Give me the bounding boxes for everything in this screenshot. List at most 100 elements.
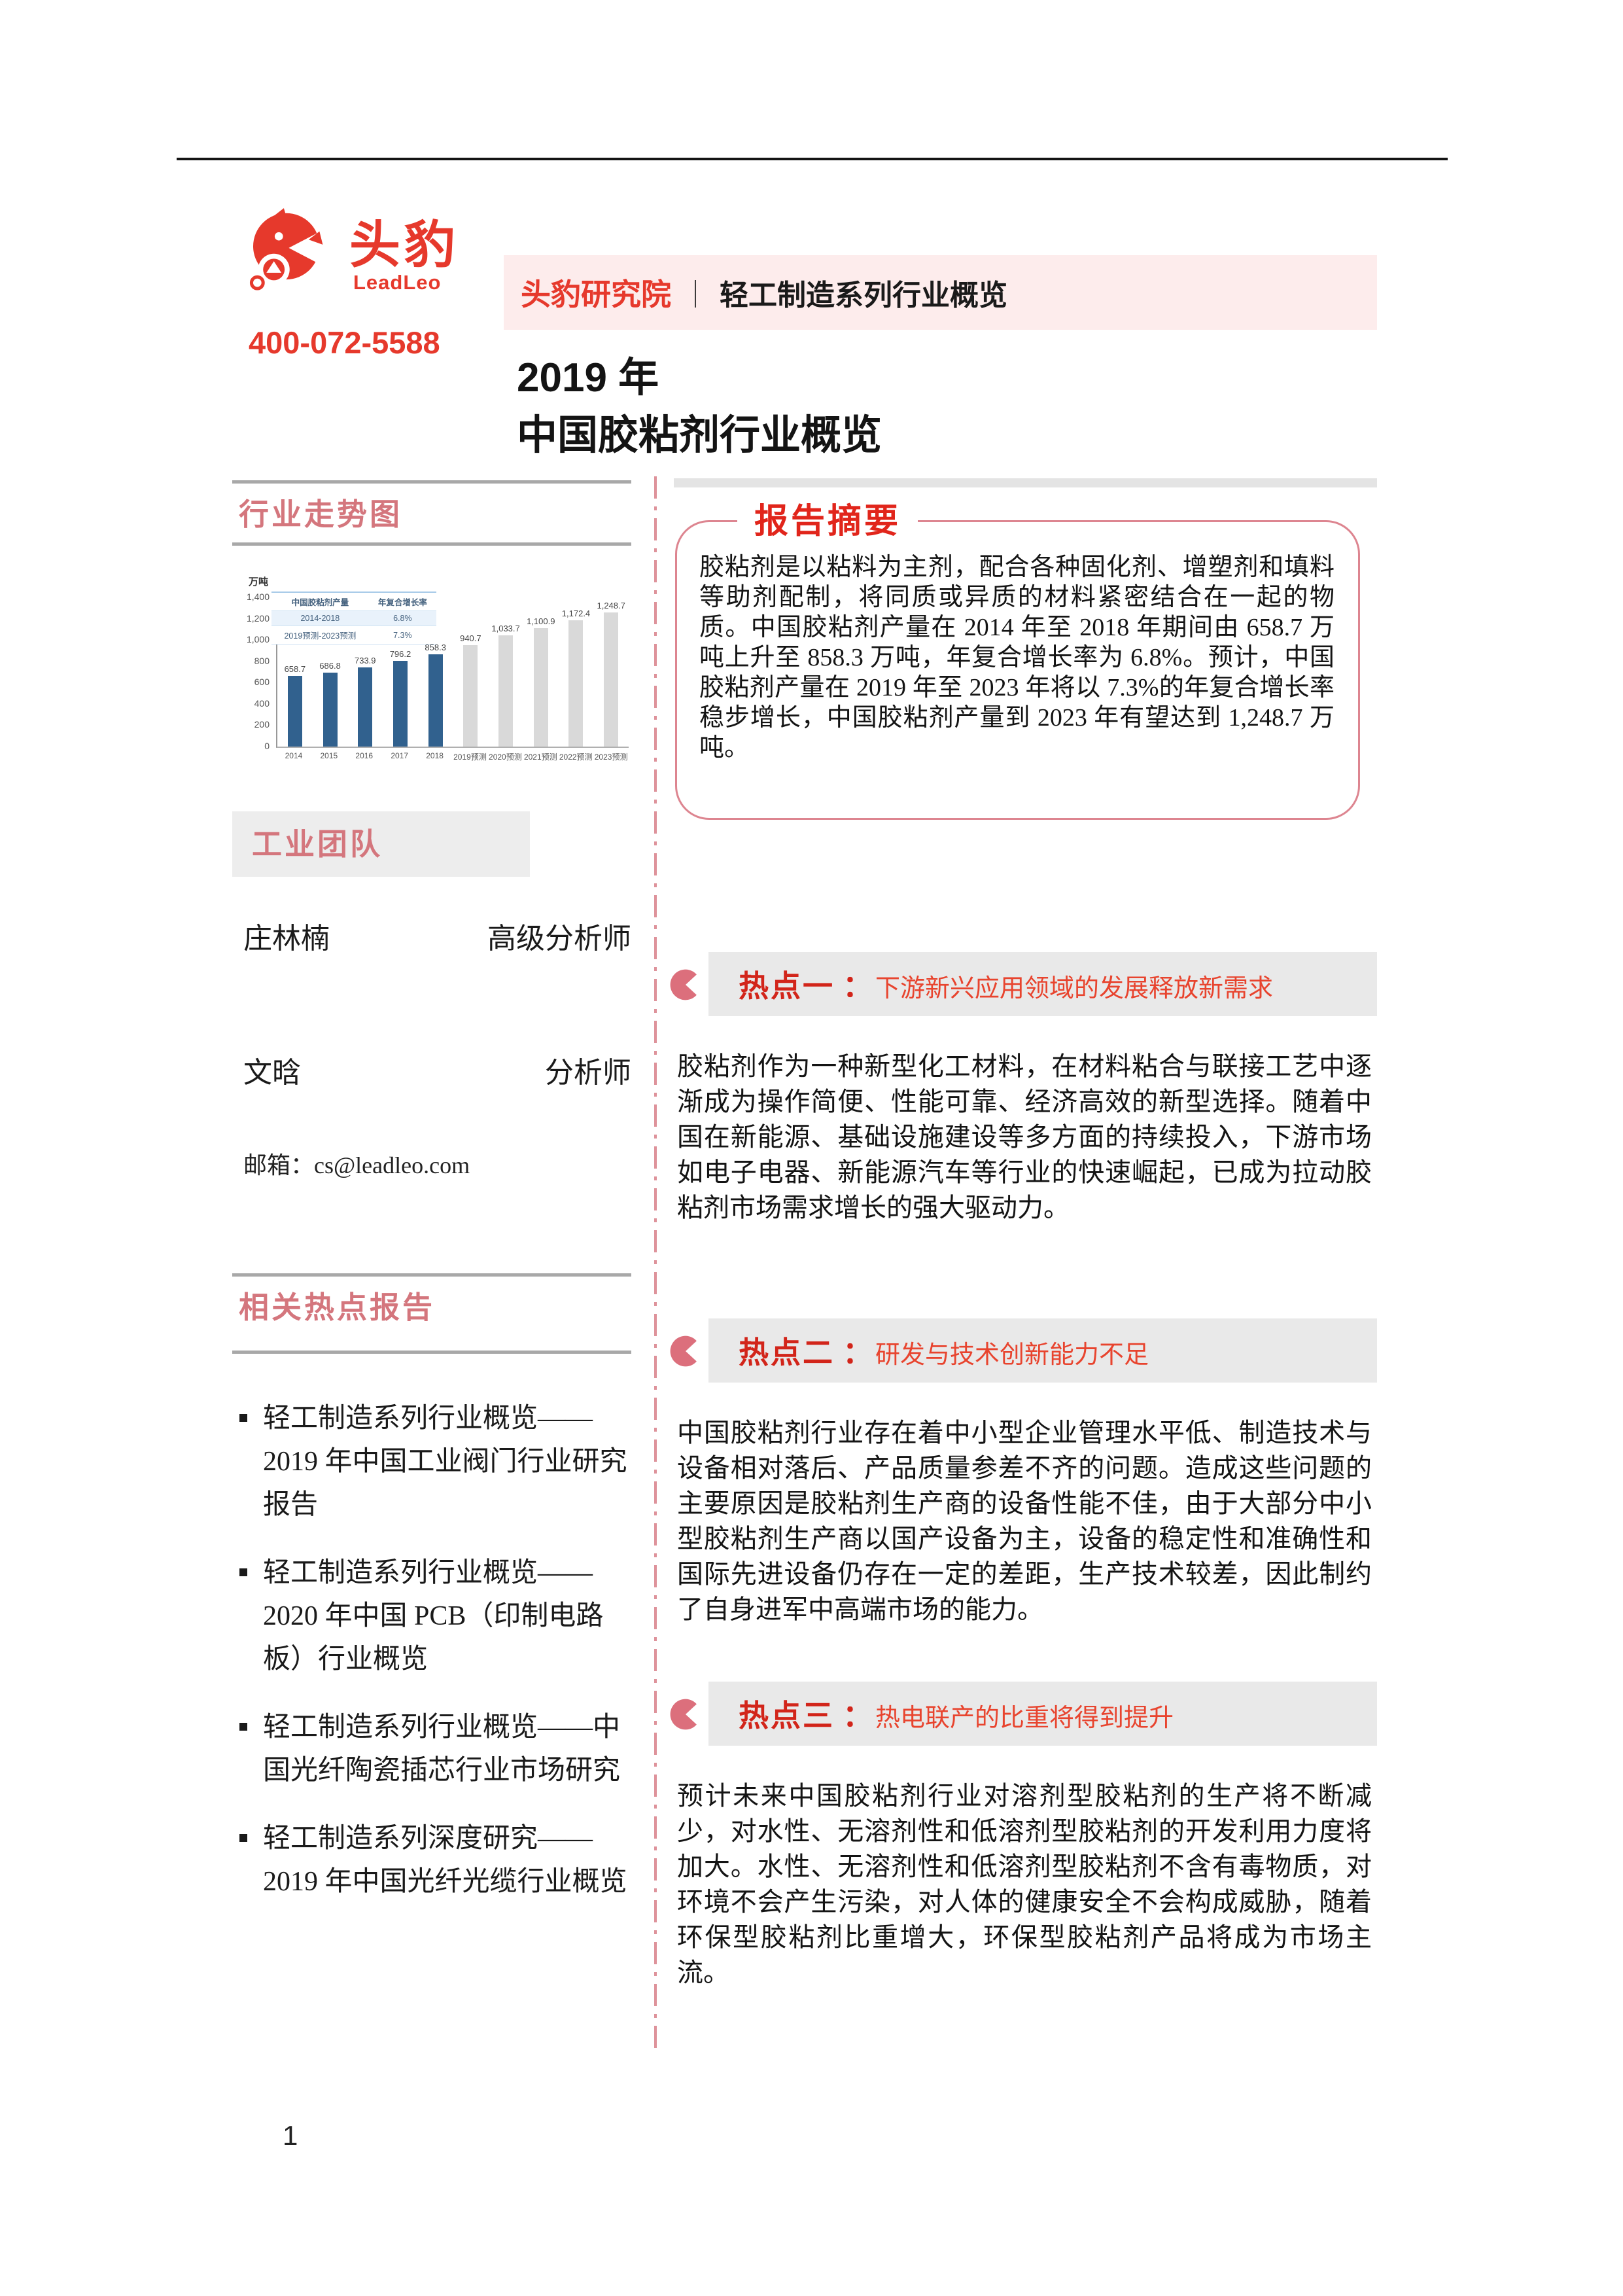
x-axis-tick-label: 2017 [391,751,409,760]
bar-2017 [393,661,408,747]
sidebar-rule [232,480,631,484]
hotspot-header-bar: 热点一 ： 下游新兴应用领域的发展释放新需求 [708,952,1377,1016]
bullet-icon [234,1817,263,1903]
trend-section-title: 行业走势图 [239,497,402,531]
email-label: 邮箱： [243,1152,315,1178]
y-axis-tick-label: 0 [264,740,270,751]
y-axis-tick-label: 1,200 [246,612,270,624]
hotspot-title: 研发与技术创新能力不足 [875,1341,1149,1369]
analyst-role: 分析师 [545,1057,631,1089]
abstract-title: 报告摘要 [737,499,918,544]
hotspot-colon: ： [843,1335,873,1369]
bar-2018 [428,654,443,747]
crescent-icon [670,969,697,1000]
hotspot-label: 热点一 [739,969,835,1003]
hotspot-section-2: 热点二 ： 研发与技术创新能力不足 中国胶粘剂行业存在着中小型企业管理水平低、制… [669,1318,1377,1627]
bar-2019预测 [463,645,478,747]
report-title-year: 2019 年 [517,355,659,400]
list-item: 轻工制造系列行业概览——2020 年中国 PCB（印制电路板）行业概览 [234,1551,631,1681]
analyst-role: 高级分析师 [487,923,631,955]
reports-section-title: 相关热点报告 [239,1290,435,1324]
y-axis-tick-label: 400 [254,698,270,709]
chart-cagr-table: 中国胶粘剂产量 年复合增长率 2014-2018 6.8% 2019预测-2023预… [271,592,436,645]
bar-2020预测 [498,635,514,747]
report-title-main: 中国胶粘剂行业概览 [517,413,882,458]
chart-unit-label: 万吨 [249,576,269,588]
bar-2014 [287,676,302,747]
cagr-table-header: 中国胶粘剂产量 [271,592,369,611]
y-axis-tick-label: 800 [254,655,270,666]
list-item: 轻工制造系列行业概览——2019 年中国工业阀门行业研究报告 [234,1397,631,1527]
right-column-top-rule [674,478,1377,487]
sidebar-rule [232,1351,631,1354]
cagr-table-header: 年复合增长率 [368,592,436,611]
report-title: 轻工制造系列行业概览——2020 年中国 PCB（印制电路板）行业概览 [263,1558,604,1674]
x-axis-tick-label: 2019预测 [453,752,487,762]
hotspot-colon: ： [843,969,873,1003]
list-item: 轻工制造系列深度研究——2019 年中国光纤光缆行业概览 [234,1817,631,1903]
hotspot-title: 下游新兴应用领域的发展释放新需求 [875,974,1274,1002]
leadleo-leopard-logo-icon [249,208,327,291]
report-title: 轻工制造系列行业概览——中国光纤陶瓷插芯行业市场研究 [263,1712,621,1786]
bar-column: 1,248.7 [593,601,629,747]
bar-2021预测 [533,628,548,747]
brand-latin: LeadLeo [353,271,442,294]
bar-value-label: 940.7 [460,633,481,643]
bar-2022预测 [568,620,584,747]
crescent-icon [670,1335,697,1367]
bar-value-label: 796.2 [389,649,411,659]
banner-separator: ｜ [682,279,710,310]
x-axis-tick-label: 2021预测 [523,752,557,762]
chart-x-axis: 2014 2015 2016 2017 2018 2019预测 2020预测 2021预测 20… [276,751,629,762]
bar-2023预测 [604,612,619,747]
banner-series: 轻工制造系列行业概览 [720,279,1008,311]
team-member-row: 文晗 分析师 [243,1049,631,1091]
bullet-icon [234,1706,263,1792]
bar-column: 1,033.7 [488,624,523,747]
bar-column: 733.9 [347,656,383,747]
brand-name: 头豹 [349,216,460,274]
bar-value-label: 1,172.4 [561,609,591,618]
report-title: 轻工制造系列行业概览——2019 年中国工业阀门行业研究报告 [263,1404,627,1520]
chart-plot-area: 658.7 686.8 733.9 796.2 858.3 940.7 1,033.7 1,1… [276,596,629,748]
hotspot-body: 预计未来中国胶粘剂行业对溶剂型胶粘剂的生产将不断减少，对水性、无溶剂性和低溶剂型… [677,1781,1372,1987]
bar-value-label: 1,100.9 [527,616,555,626]
list-item: 轻工制造系列行业概览——中国光纤陶瓷插芯行业市场研究 [234,1706,631,1792]
bar-column: 1,100.9 [523,616,559,747]
bar-value-label: 1,033.7 [491,624,520,633]
cagr-table-cell: 2019预测-2023预测 [271,626,369,645]
y-axis-tick-label: 200 [254,719,270,730]
cagr-table-cell: 6.8% [368,610,436,626]
bar-value-label: 733.9 [354,656,376,665]
bar-column: 858.3 [418,643,453,747]
team-member-row: 庄林楠 高级分析师 [243,915,631,957]
hotspot-section-3: 热点三 ： 热电联产的比重将得到提升 预计未来中国胶粘剂行业对溶剂型胶粘剂的生产… [669,1682,1377,1990]
bar-2015 [323,673,338,747]
bar-column: 658.7 [277,664,313,747]
sidebar-rule [232,1273,631,1277]
hotspot-header-bar: 热点二 ： 研发与技术创新能力不足 [708,1318,1377,1383]
cagr-table-cell: 2014-2018 [271,610,369,626]
x-axis-tick-label: 2014 [285,751,303,760]
x-axis-tick-label: 2015 [320,751,338,760]
hotspot-label: 热点三 [739,1699,835,1733]
bar-value-label: 858.3 [425,643,446,652]
analyst-name: 庄林楠 [243,923,330,955]
abstract-body: 胶粘剂是以粘料为主剂，配合各种固化剂、增塑剂和填料等助剂配制，将同质或异质的材料… [699,554,1335,762]
hotspot-body: 胶粘剂作为一种新型化工材料，在材料粘合与联接工艺中逐渐成为操作简便、性能可靠、经… [677,1051,1372,1222]
contact-email: 邮箱：cs@leadleo.com [243,1146,470,1180]
analyst-name: 文晗 [243,1057,301,1089]
crescent-icon [670,1699,697,1730]
bar-2016 [358,667,373,747]
top-rule [177,158,1448,160]
x-axis-tick-label: 2016 [355,751,374,760]
email-address: cs@leadleo.com [314,1152,470,1178]
hotspot-section-1: 热点一 ： 下游新兴应用领域的发展释放新需求 胶粘剂作为一种新型化工材料，在材料… [669,952,1377,1226]
bar-column: 686.8 [313,661,348,747]
bar-column: 1,172.4 [559,609,594,747]
x-axis-tick-label: 2020预测 [489,752,522,762]
chart-y-axis: 1,400 1,200 1,000 800 600 400 200 0 [236,592,270,751]
bar-value-label: 1,248.7 [597,601,625,610]
hotspot-body: 中国胶粘剂行业存在着中小型企业管理水平低、制造技术与设备相对落后、产品质量参差不… [677,1418,1372,1624]
